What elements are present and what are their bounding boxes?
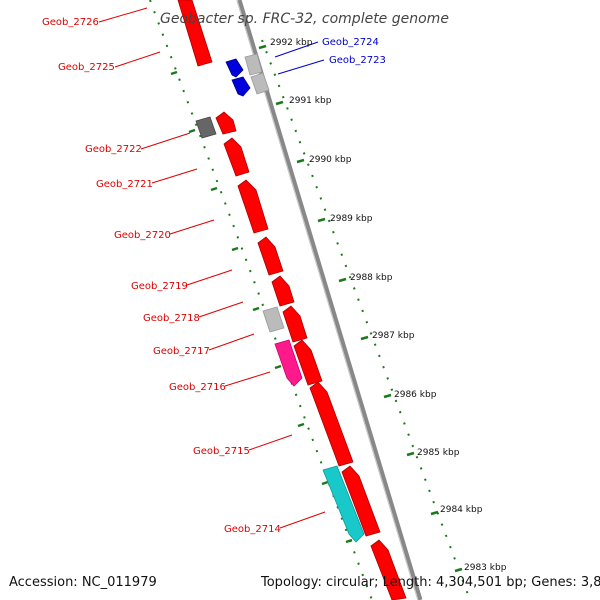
gene-label: Geob_2716 [169, 382, 226, 393]
kbp-label: 2989 kbp [330, 214, 373, 224]
kbp-label: 2986 kbp [394, 390, 437, 400]
genome-backbone [236, 0, 423, 600]
gene-label: Geob_2721 [96, 179, 153, 190]
left-strand-genes [177, 0, 407, 600]
gene-label: Geob_2725 [58, 62, 115, 73]
topology-text: Topology: circular; Length: 4,304,501 bp… [260, 575, 600, 590]
gene-geob-2723[interactable] [231, 76, 251, 97]
gene-cyan[interactable] [322, 465, 365, 543]
gene-label: Geob_2715 [193, 446, 250, 457]
kbp-tick-marks [258, 44, 463, 573]
gene-geob-2722b[interactable] [215, 111, 237, 135]
gene-label: Geob_2726 [42, 17, 99, 28]
gene-geob-2714[interactable] [341, 465, 381, 537]
gene-geob-2722[interactable] [195, 116, 217, 139]
gene-gray-2724[interactable] [244, 53, 263, 76]
inner-tick-marks [170, 70, 353, 544]
gene-label: Geob_2714 [224, 524, 281, 535]
kbp-label: 2983 kbp [464, 563, 507, 573]
gene-label: Geob_2723 [329, 55, 386, 66]
kbp-label: 2990 kbp [309, 155, 352, 165]
gene-geob-2717[interactable] [282, 305, 308, 343]
kbp-label: 2987 kbp [372, 331, 415, 341]
genome-backbone-highlight [236, 0, 419, 600]
gene-gray-2723[interactable] [250, 72, 270, 95]
gene-label: Geob_2718 [143, 313, 200, 324]
gene-geob-2715[interactable] [309, 381, 354, 467]
gene-geob-2713[interactable] [370, 539, 407, 600]
gene-geob-2726[interactable] [177, 0, 213, 67]
gene-label: Geob_2720 [114, 230, 171, 241]
gene-geob-2720[interactable] [237, 179, 269, 234]
kbp-label: 2985 kbp [417, 448, 460, 458]
gene-geob-2721[interactable] [223, 137, 250, 177]
kbp-label: 2991 kbp [289, 96, 332, 106]
gene-geob-2719[interactable] [257, 236, 284, 276]
gene-geob-2724[interactable] [225, 58, 244, 78]
label-leader-lines [98, 7, 326, 529]
gene-magenta-2717[interactable] [274, 339, 303, 387]
accession-text: Accession: NC_011979 [9, 575, 157, 590]
gene-label: Geob_2719 [131, 281, 188, 292]
kbp-label: 2992 kbp [270, 38, 313, 48]
gene-gray-2718[interactable] [262, 306, 285, 333]
gene-label: Geob_2722 [85, 144, 142, 155]
kbp-label: 2988 kbp [350, 273, 393, 283]
kbp-label: 2984 kbp [440, 505, 483, 515]
gene-geob-2716[interactable] [293, 339, 323, 386]
gene-geob-2718[interactable] [271, 275, 295, 307]
gene-label: Geob_2724 [322, 37, 379, 48]
map-title: Geobacter sp. FRC-32, complete genome [160, 11, 449, 27]
gene-label: Geob_2717 [153, 346, 210, 357]
